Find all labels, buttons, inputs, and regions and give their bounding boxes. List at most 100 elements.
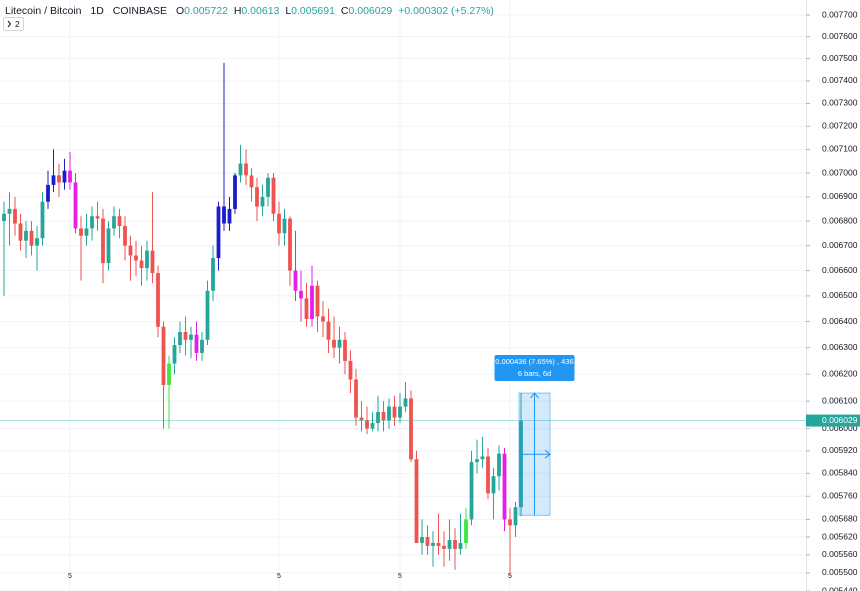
candle-body bbox=[359, 417, 364, 421]
candle-body bbox=[343, 339, 347, 361]
candle-body bbox=[46, 184, 50, 202]
y-tick-label: 0.007000 bbox=[822, 167, 858, 177]
candle-body bbox=[315, 285, 320, 317]
candle-body bbox=[513, 507, 518, 526]
candle-body bbox=[381, 412, 386, 421]
legend-count: 2 bbox=[15, 19, 20, 29]
candle-body bbox=[486, 456, 490, 494]
candle-body bbox=[95, 216, 100, 219]
y-tick-label: 0.006300 bbox=[822, 342, 858, 352]
candle-body bbox=[458, 542, 463, 549]
candle-body bbox=[508, 519, 512, 526]
candle-body bbox=[288, 218, 292, 271]
y-tick-label: 0.006000 bbox=[822, 423, 858, 433]
low-value: 0.005691 bbox=[291, 5, 335, 17]
candle-body bbox=[414, 459, 419, 543]
y-tick-label: 0.005840 bbox=[822, 468, 858, 478]
close-value: 0.006029 bbox=[348, 5, 392, 17]
measure-arrowhead-right bbox=[544, 449, 551, 459]
y-tick-label: 0.005440 bbox=[822, 585, 858, 591]
high-label: H bbox=[234, 5, 242, 17]
candle-body bbox=[491, 476, 496, 494]
candle-body bbox=[178, 331, 182, 346]
candle-body bbox=[266, 177, 270, 197]
candle-body bbox=[51, 175, 56, 185]
candle-body bbox=[128, 245, 133, 256]
y-tick-label: 0.005620 bbox=[822, 531, 858, 541]
candle-body bbox=[502, 453, 507, 520]
y-tick-label: 0.007600 bbox=[822, 31, 858, 41]
candle-body bbox=[123, 225, 127, 246]
y-tick-label: 0.005920 bbox=[822, 445, 858, 455]
y-tick-label: 0.006500 bbox=[822, 290, 858, 300]
candle-body bbox=[376, 412, 380, 424]
candle-body bbox=[189, 334, 193, 340]
high-value: 0.00613 bbox=[241, 5, 279, 17]
candle-body bbox=[321, 316, 325, 322]
change: +0.000302 (+5.27%) bbox=[398, 5, 494, 17]
candle-body bbox=[101, 218, 105, 264]
x-tick-label: 5 bbox=[398, 573, 402, 580]
candle-body bbox=[161, 326, 166, 385]
candle-body bbox=[35, 238, 39, 246]
candle-body bbox=[227, 208, 232, 224]
chevron-icon bbox=[7, 20, 12, 28]
y-tick-label: 0.005560 bbox=[822, 549, 858, 559]
candle-body bbox=[409, 398, 413, 460]
y-tick-label: 0.007700 bbox=[822, 9, 858, 19]
candle-body bbox=[442, 545, 446, 549]
candle-body bbox=[260, 196, 265, 207]
candle-body bbox=[73, 182, 78, 229]
candle-body bbox=[453, 539, 457, 549]
y-tick-label: 0.006700 bbox=[822, 240, 858, 250]
y-tick-label: 0.005760 bbox=[822, 490, 858, 500]
candle-body bbox=[282, 218, 287, 234]
open-value: 0.005722 bbox=[184, 5, 228, 17]
symbol-title: Litecoin / Bitcoin bbox=[5, 5, 82, 17]
measure-bars: 6 bars, 6d bbox=[518, 369, 551, 378]
candle-body bbox=[79, 228, 83, 236]
candle-body bbox=[216, 206, 221, 259]
low-label: L bbox=[285, 5, 291, 17]
candle-body bbox=[332, 339, 336, 348]
candle-body bbox=[293, 270, 298, 291]
x-tick-label: 5 bbox=[508, 573, 512, 580]
exchange: COINBASE bbox=[113, 5, 167, 17]
candle-body bbox=[117, 216, 122, 226]
candle-body bbox=[145, 250, 149, 269]
measure-arrowhead-up bbox=[530, 392, 539, 399]
legend-toggle[interactable]: 2 bbox=[3, 17, 24, 31]
y-tick-label: 0.007400 bbox=[822, 75, 858, 85]
candle-body bbox=[519, 420, 523, 508]
candle-body bbox=[310, 285, 314, 319]
candle-body bbox=[497, 453, 501, 477]
candle-body bbox=[24, 230, 28, 241]
y-tick-label: 0.006200 bbox=[822, 368, 858, 378]
candle-body bbox=[326, 321, 331, 340]
close-label: C bbox=[341, 5, 349, 17]
candle-body bbox=[200, 339, 204, 353]
candle-body bbox=[7, 208, 12, 214]
candle-body bbox=[233, 175, 237, 209]
candle-body bbox=[134, 255, 138, 261]
candle-body bbox=[392, 406, 397, 418]
y-tick-label: 0.007100 bbox=[822, 144, 858, 154]
interval: 1D bbox=[90, 5, 104, 17]
candle-body bbox=[304, 298, 309, 319]
last-price-box bbox=[806, 414, 860, 427]
candle-body bbox=[172, 345, 177, 364]
candle-body bbox=[29, 230, 34, 246]
y-tick-label: 0.006600 bbox=[822, 265, 858, 275]
overlays: 0.000436 (7.65%) , 436 6 bars, 6d bbox=[0, 355, 806, 516]
last-price-label: 0.006029 bbox=[822, 415, 858, 425]
candle-body bbox=[475, 459, 479, 463]
y-tick-label: 0.005680 bbox=[822, 514, 858, 524]
y-tick-label: 0.005500 bbox=[822, 567, 858, 577]
legend-toggle-box[interactable] bbox=[3, 17, 24, 31]
candle-body bbox=[205, 290, 210, 340]
candle-body bbox=[139, 260, 144, 269]
measure-value: 0.000436 (7.65%) , 436 bbox=[495, 357, 573, 366]
candle-body bbox=[348, 360, 353, 380]
candle-body bbox=[354, 379, 358, 418]
